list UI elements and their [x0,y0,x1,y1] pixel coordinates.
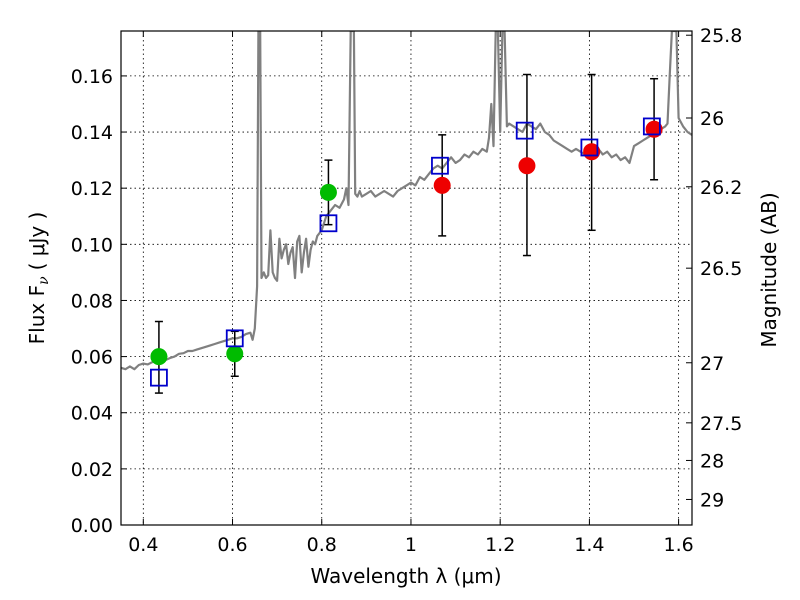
data-point [226,345,244,363]
y2-tick-label: 29 [700,489,724,511]
x-tick-label: 0.8 [307,534,337,556]
data-point [150,348,168,366]
y-axis-ticks: 0.00 0.02 0.04 0.06 0.08 0.10 0.12 0.14 0.16 [71,66,127,537]
y-axis-label-unit: ( μJy ) [25,212,49,271]
data-point [433,176,451,194]
y-tick-label: 0.16 [71,66,113,88]
data-point [319,183,337,201]
model-square [515,121,534,140]
y-tick-label: 0.10 [71,234,113,256]
data-point [645,120,663,138]
x-tick-label: 1.4 [574,534,604,556]
x-axis-label: Wavelength λ (μm) [310,564,501,588]
y2-tick-label: 27.5 [700,413,742,435]
y-tick-label: 0.04 [71,403,113,425]
spectrum-path [121,31,692,371]
data-markers [150,117,663,387]
y2-tick-label: 26.2 [700,177,742,199]
plot-frame [120,30,693,526]
y2-tick-label: 28 [700,450,724,472]
y-axis-label: Flux Fν ( μJy ) [25,212,52,345]
spectrum-line [121,31,692,371]
y2-tick-label: 25.8 [700,25,742,47]
y-tick-label: 0.08 [71,290,113,312]
x-tick-label: 0.6 [217,534,247,556]
y2-tick-label: 27 [700,353,724,375]
y2-tick-label: 26 [700,108,724,130]
y-axis-label-main: Flux F [25,285,49,344]
x-axis-ticks: 0.4 0.6 0.8 1 1.2 1.4 1.6 [128,31,694,556]
y2-axis-ticks: 25.8 26 26.2 26.5 27 27.5 28 29 [686,25,742,511]
x-tick-label: 1 [405,534,417,556]
data-point [518,157,536,175]
x-tick-label: 1.2 [485,534,515,556]
model-square [319,214,338,233]
y-tick-label: 0.00 [71,515,113,537]
y-tick-label: 0.06 [71,347,113,369]
error-bars [154,73,659,394]
grid [121,31,692,525]
x-tick-label: 1.6 [664,534,694,556]
y-tick-label: 0.12 [71,178,113,200]
y-tick-label: 0.02 [71,459,113,481]
model-square [580,138,599,157]
model-square [225,329,244,348]
y-tick-label: 0.14 [71,122,113,144]
model-square [431,156,449,175]
x-tick-label: 0.4 [128,534,158,556]
y-axis-label-sub: ν [36,276,52,285]
model-square [150,368,168,387]
y2-tick-label: 26.5 [700,258,742,280]
y2-axis-label: Magnitude (AB) [757,192,781,347]
model-square [642,117,661,136]
